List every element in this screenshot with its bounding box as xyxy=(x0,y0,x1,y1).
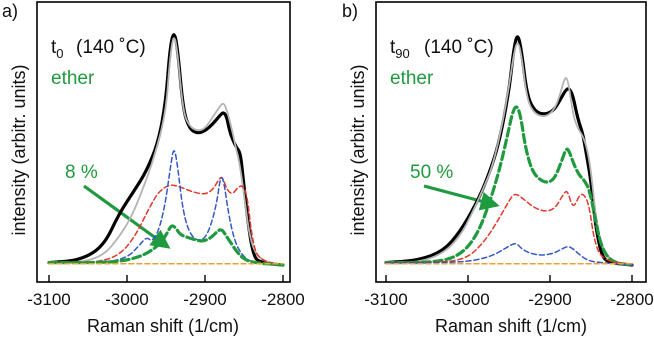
panel-b-ether-label: ether xyxy=(390,68,434,89)
panel-b: b) intensity (arbitr. units) -3100 -3000… xyxy=(342,1,654,336)
panel-a-ether-arrow xyxy=(83,184,171,249)
panel-a-series-ether xyxy=(47,224,285,267)
panel-a-tick-label-3000: -3000 xyxy=(105,290,148,309)
panel-b-ether-arrow xyxy=(423,184,500,211)
panel-b-tick-label-2800: -2800 xyxy=(610,290,653,309)
panel-b-plot xyxy=(384,35,634,267)
panel-a-letter: a) xyxy=(2,1,18,21)
panel-b-ylabel: intensity (arbitr. units) xyxy=(348,64,368,235)
panel-b-percent-label: 50 % xyxy=(410,162,453,183)
panel-a-tick-label-2900: -2900 xyxy=(183,290,226,309)
panel-b-tick-label-2900: -2900 xyxy=(528,290,571,309)
panel-a-xticks: -3100 -3000 -2900 -2800 xyxy=(27,275,305,309)
panel-b-series-blue xyxy=(385,243,633,266)
panel-a-ether-label: ether xyxy=(51,68,95,89)
panel-b-plot-frame xyxy=(375,1,647,283)
panel-b-series-ether xyxy=(384,105,634,267)
panel-b-time-sub: 90 xyxy=(395,46,409,61)
panel-a-xlabel: Raman shift (1/cm) xyxy=(87,316,239,336)
panel-b-series-red xyxy=(385,190,633,266)
panel-a-temperature: (140 ˚C) xyxy=(76,37,146,58)
panel-b-series-fit xyxy=(385,42,633,266)
panel-a-tick-label-2800: -2800 xyxy=(261,290,304,309)
panel-a-percent-label: 8 % xyxy=(65,162,98,183)
panel-b-tick-label-3000: -3000 xyxy=(446,290,489,309)
panel-b-time-label: t90 xyxy=(390,37,410,61)
panel-a: a) intensity (arbitr. units) -3100 -3000… xyxy=(2,1,305,336)
panel-a-time-label: t0 xyxy=(51,37,64,61)
panel-a-tick-label-3100: -3100 xyxy=(27,290,70,309)
panel-b-tick-label-3100: -3100 xyxy=(364,290,407,309)
panel-a-plot xyxy=(47,33,285,267)
panel-b-xticks: -3100 -3000 -2900 -2800 xyxy=(364,275,654,309)
panel-b-letter: b) xyxy=(342,1,358,21)
panel-a-series-fit xyxy=(48,37,284,266)
panel-a-plot-frame xyxy=(36,1,291,283)
panel-a-series-blue xyxy=(48,150,284,266)
panel-b-xlabel: Raman shift (1/cm) xyxy=(435,316,587,336)
panel-b-temperature: (140 ˚C) xyxy=(424,37,494,58)
panel-b-time-main: t xyxy=(390,37,396,58)
panel-a-series-red xyxy=(48,176,284,266)
panel-a-time-main: t xyxy=(51,37,57,58)
panel-a-ylabel: intensity (arbitr. units) xyxy=(9,64,29,235)
panel-a-time-sub: 0 xyxy=(56,46,63,61)
panel-a-series-measured xyxy=(47,33,285,267)
